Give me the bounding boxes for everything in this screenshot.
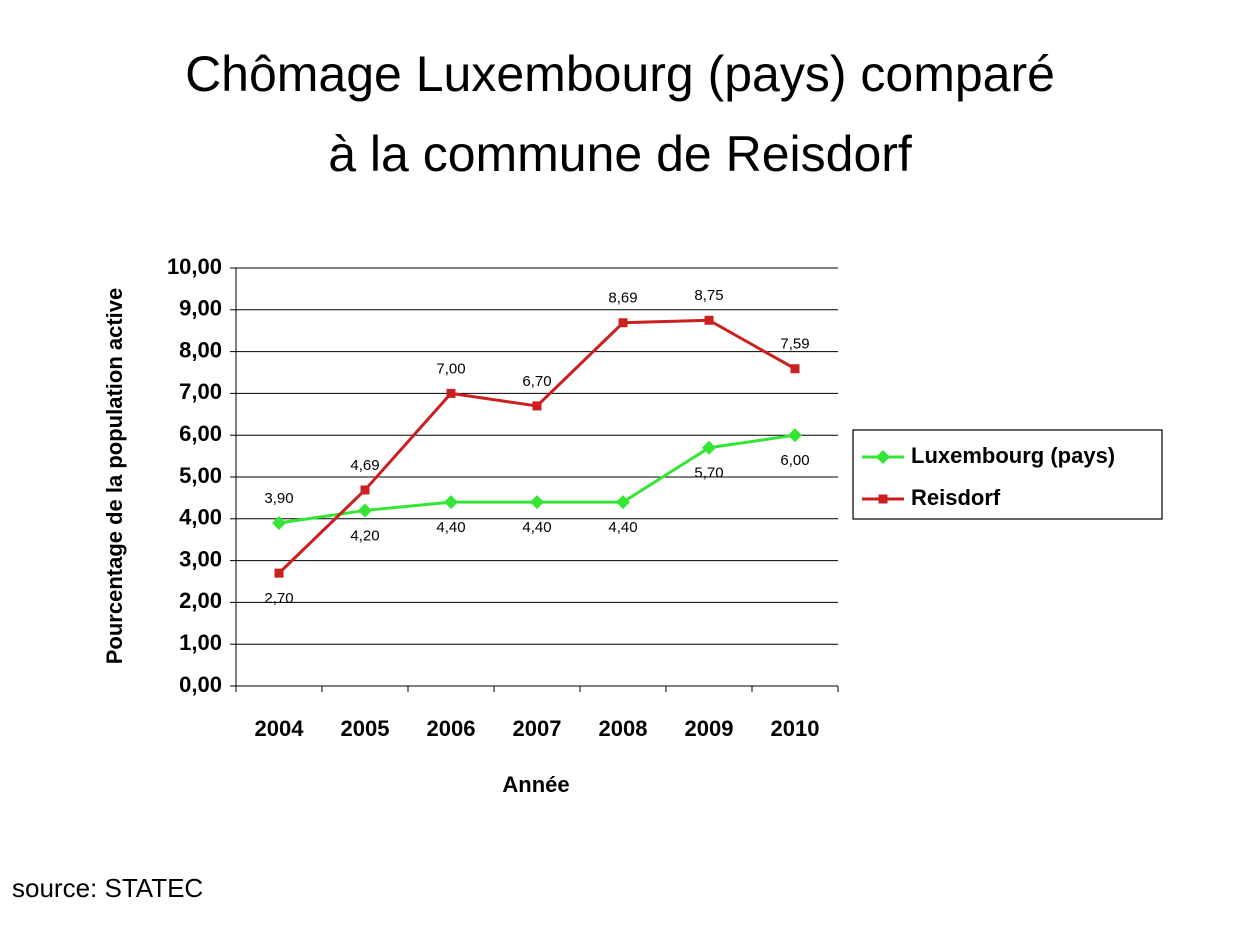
y-tick-label: 9,00: [179, 296, 222, 321]
data-label: 6,70: [522, 373, 551, 390]
y-tick-label: 3,00: [179, 546, 222, 571]
point: [616, 495, 630, 510]
point: [532, 401, 542, 411]
data-label: 6,00: [780, 452, 809, 469]
y-tick-label: 10,00: [167, 254, 222, 279]
data-label: 8,69: [608, 290, 637, 307]
x-tick-label: 2010: [771, 716, 820, 741]
point: [618, 318, 628, 328]
point: [358, 503, 372, 518]
y-tick-label: 4,00: [179, 505, 222, 530]
y-tick-label: 7,00: [179, 379, 222, 404]
chart-title: à la commune de Reisdorf: [328, 126, 912, 182]
point: [530, 495, 544, 510]
legend-label: Reisdorf: [911, 485, 1001, 510]
point: [788, 428, 802, 443]
point: [274, 568, 284, 578]
data-label: 7,00: [436, 360, 465, 377]
data-label: 4,40: [522, 519, 551, 536]
x-axis-label: Année: [502, 772, 569, 797]
point: [790, 364, 800, 374]
data-label: 4,20: [350, 527, 379, 544]
y-tick-label: 0,00: [179, 672, 222, 697]
y-tick-label: 8,00: [179, 337, 222, 362]
chart-title: Chômage Luxembourg (pays) comparé: [185, 46, 1055, 102]
y-tick-label: 6,00: [179, 421, 222, 446]
data-label: 3,90: [264, 490, 293, 507]
x-tick-label: 2008: [599, 716, 648, 741]
point: [272, 515, 286, 530]
x-tick-label: 2005: [341, 716, 390, 741]
legend-box: [852, 429, 1163, 520]
point: [446, 388, 456, 398]
legend-marker: [876, 450, 890, 464]
data-label: 5,70: [694, 465, 723, 482]
x-tick-label: 2009: [685, 716, 734, 741]
source: source: STATEC: [12, 873, 203, 903]
y-tick-label: 2,00: [179, 588, 222, 613]
point: [360, 485, 370, 495]
point: [444, 495, 458, 510]
legend-marker: [878, 494, 888, 504]
y-tick-label: 1,00: [179, 630, 222, 655]
y-axis-label: Pourcentage de la population active: [102, 288, 127, 665]
data-label: 7,59: [780, 336, 809, 353]
x-tick-label: 2004: [255, 716, 305, 741]
point: [702, 440, 716, 455]
data-label: 2,70: [264, 590, 293, 607]
data-label: 4,40: [608, 519, 637, 536]
legend-label: Luxembourg (pays): [911, 443, 1115, 468]
data-label: 4,40: [436, 519, 465, 536]
x-tick-label: 2007: [513, 716, 562, 741]
point: [704, 315, 714, 325]
data-label: 8,75: [694, 287, 723, 304]
x-tick-label: 2006: [427, 716, 476, 741]
data-label: 4,69: [350, 457, 379, 474]
y-tick-label: 5,00: [179, 463, 222, 488]
